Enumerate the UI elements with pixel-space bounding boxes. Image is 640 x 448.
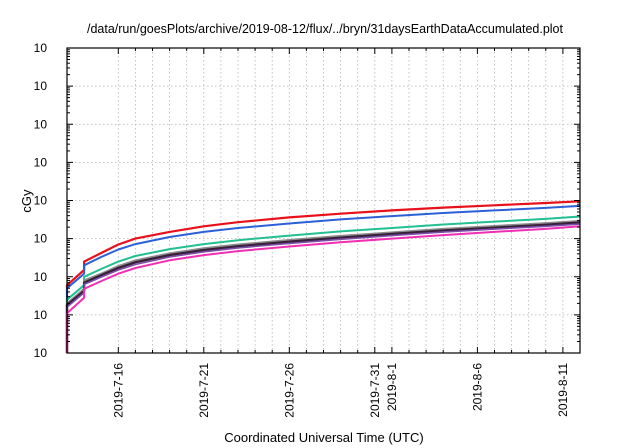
y-tick-label: 10 <box>34 346 48 360</box>
series-line-5 <box>65 221 581 353</box>
x-tick-label: 2019-7-31 <box>368 363 382 418</box>
y-tick-label: 10 <box>34 232 48 246</box>
x-tick-label: 2019-7-21 <box>197 363 211 418</box>
series-line-4 <box>66 220 581 353</box>
series-group <box>65 200 581 353</box>
axis-ticks <box>67 47 580 354</box>
x-axis-label: Coordinated Universal Time (UTC) <box>224 430 423 445</box>
x-tick-label: 2019-8-11 <box>556 363 570 417</box>
series-line-3 <box>66 215 581 353</box>
y-axis-label: cGy <box>19 189 34 213</box>
x-tick-label: 2019-8-6 <box>470 363 484 411</box>
y-tick-label: 10 <box>34 194 48 208</box>
chart-title: /data/run/goesPlots/archive/2019-08-12/f… <box>87 22 563 36</box>
y-tick-label: 10 <box>34 308 48 322</box>
y-tick-label: 10 <box>34 155 48 169</box>
series-line-2 <box>66 204 581 353</box>
y-tick-labels: 10-410-310-210-1100101102103104 <box>34 41 48 360</box>
y-tick-label: 10 <box>34 79 48 93</box>
x-tick-label: 2019-7-26 <box>282 363 296 418</box>
y-tick-label: 10 <box>34 41 48 55</box>
x-tick-label: 2019-8-1 <box>385 363 399 411</box>
y-tick-label: 10 <box>34 270 48 284</box>
grid-lines <box>67 48 580 353</box>
y-tick-label: 10 <box>34 117 48 131</box>
series-line-7 <box>66 225 581 353</box>
x-tick-label: 2019-7-16 <box>111 363 125 418</box>
series-line-1 <box>65 200 581 353</box>
series-line-6 <box>66 223 581 353</box>
x-tick-labels: 2019-7-16 2019-7-21 2019-7-26 2019-7-31 2019… <box>111 363 570 418</box>
